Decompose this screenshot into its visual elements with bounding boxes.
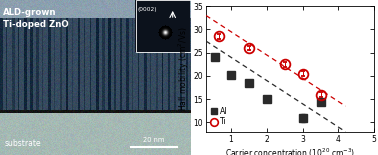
Text: ALD-grown: ALD-grown bbox=[3, 8, 57, 17]
Text: 20 nm: 20 nm bbox=[143, 137, 165, 143]
Y-axis label: Hall mobility (cm$^2$/Vs): Hall mobility (cm$^2$/Vs) bbox=[176, 27, 191, 111]
X-axis label: Carrier concentration (10$^{20}$ cm$^{-3}$): Carrier concentration (10$^{20}$ cm$^{-3… bbox=[225, 146, 355, 155]
Bar bbox=[136, 0, 192, 52]
Text: substrate: substrate bbox=[5, 139, 42, 148]
Legend: Al, Ti: Al, Ti bbox=[210, 105, 229, 128]
Text: Ti-doped ZnO: Ti-doped ZnO bbox=[3, 20, 69, 29]
Text: (0002): (0002) bbox=[137, 7, 157, 12]
